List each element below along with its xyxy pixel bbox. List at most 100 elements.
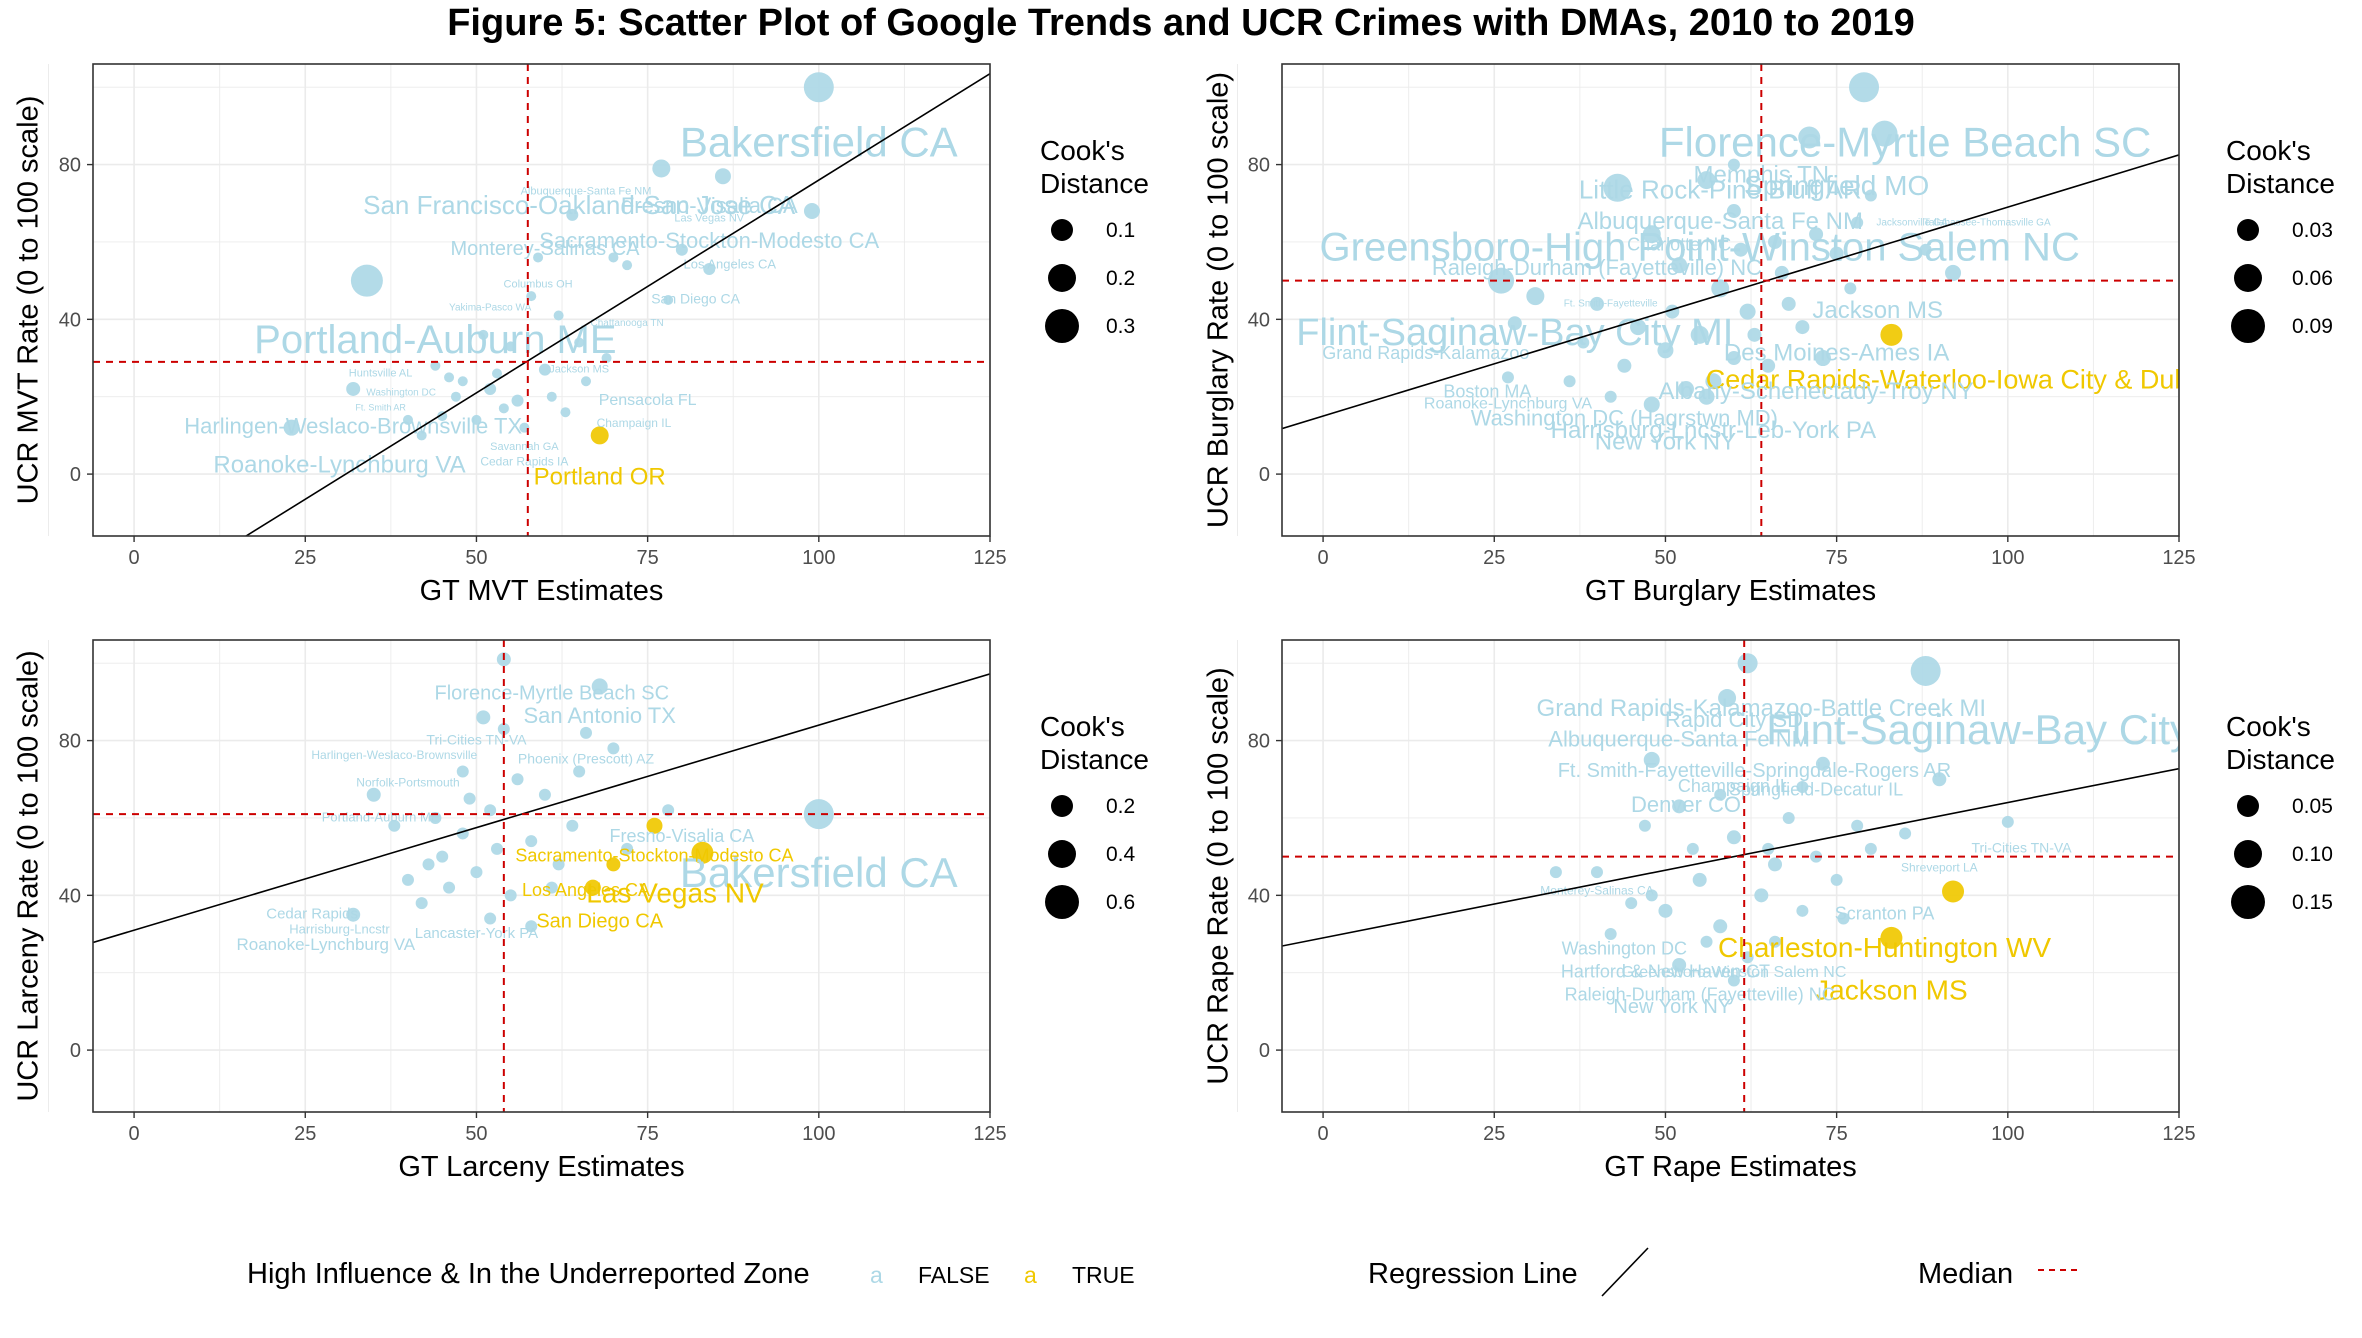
x-tick-label: 125	[973, 1123, 1006, 1145]
point-1	[1910, 655, 1941, 686]
figure-title: Figure 5: Scatter Plot of Google Trends …	[447, 2, 1915, 44]
point-24	[552, 858, 565, 871]
point-27	[1851, 819, 1864, 832]
point-31	[601, 353, 612, 364]
cooks-legend-label: 0.10	[2292, 843, 2333, 866]
point-label-2: Florence-Myrtle Beach SC	[435, 682, 670, 704]
point-6	[1815, 756, 1830, 771]
point-33	[1762, 842, 1775, 855]
point-label-16: Ft. Smith AR	[355, 403, 406, 413]
point-21	[1795, 320, 1810, 335]
point-14	[1671, 257, 1688, 274]
point-1	[803, 799, 834, 830]
panel-border	[92, 63, 991, 537]
point-26	[1837, 912, 1850, 925]
point-label-1: Bakersfield CA	[680, 118, 958, 165]
point-23	[538, 363, 551, 376]
point-label-18: Roanoke-Lynchburg VA	[213, 452, 465, 479]
point-31	[1643, 396, 1660, 413]
point-28	[484, 912, 497, 925]
point-2	[1871, 120, 1898, 147]
point-8	[1672, 799, 1687, 814]
y-tick-label: 40	[1248, 309, 1270, 331]
y-tick-label: 40	[59, 309, 81, 331]
y-axis-title: UCR Rape Rate (0 to 100 scale)	[1203, 667, 1235, 1084]
point-4	[1603, 173, 1632, 202]
point-15	[622, 260, 633, 271]
legend-influence-title: High Influence & In the Underreported Zo…	[247, 1258, 810, 1290]
x-axis-title: GT Burglary Estimates	[1585, 575, 1876, 607]
panel-border	[1281, 639, 2180, 1113]
point-28	[1899, 827, 1912, 840]
y-tick-label: 80	[1248, 155, 1270, 177]
y-tick-label: 0	[1259, 1040, 1270, 1062]
point-label-17: Lancaster-York PA	[415, 925, 538, 942]
point-19	[1657, 342, 1674, 359]
point-label-10: Sacramento-Stockton-Modesto CA	[515, 845, 793, 865]
point-8	[1526, 287, 1545, 306]
point-label-11: Monterey-Salinas CA	[1540, 884, 1653, 898]
cooks-legend-label: 0.05	[2292, 795, 2333, 818]
cooks-legend-label: 0.1	[1106, 219, 1135, 242]
y-tick-label: 0	[70, 1040, 81, 1062]
point-label-15: Washington DC	[1562, 938, 1687, 958]
point-19	[1700, 935, 1713, 948]
point-label-10: Jackson MS	[1812, 297, 1943, 324]
point-11	[703, 263, 716, 276]
cooks-legend-label: 0.09	[2292, 315, 2333, 338]
point-6	[580, 726, 593, 739]
point-label-7: Springfield-Decatur IL	[1729, 780, 1903, 800]
point-label-15: Harrisburg-Lncstr	[289, 922, 390, 937]
point-13	[608, 252, 619, 263]
point-label-2: Greensboro-High Point-Winston Salem NC	[1320, 225, 2080, 269]
point-30	[573, 765, 586, 778]
point-16	[1739, 303, 1756, 320]
point-label-14: Jackson MS	[1815, 974, 1968, 1005]
point-label-4: Little Rock-Pine Bluff AR	[1579, 175, 1862, 205]
point-1	[803, 72, 834, 103]
point-label-3: San Antonio TX	[523, 703, 676, 728]
point-label-10: Albuquerque-Santa Fe NM	[521, 186, 652, 198]
point-11	[1692, 872, 1707, 887]
point-25	[566, 819, 579, 832]
point-37	[560, 407, 571, 418]
point-35	[545, 881, 558, 894]
cooks-legend-label: 0.2	[1106, 267, 1135, 290]
cooks-legend-dot	[2237, 219, 2259, 241]
point-label-3: Flint-Saginaw-Bay City MI	[1296, 312, 1733, 354]
point-label-9: Tri-Cities TN-VA	[1971, 840, 2072, 856]
point-20	[437, 411, 448, 422]
panel-border	[1281, 63, 2180, 537]
point-label-10: Shreveport LA	[1901, 860, 1978, 874]
x-axis-title: GT MVT Estimates	[420, 575, 664, 607]
legend-true-key: a	[1024, 1262, 1037, 1288]
legend-true-label: TRUE	[1072, 1262, 1135, 1288]
cooks-legend-dot	[1051, 219, 1073, 241]
point-41	[1501, 371, 1514, 384]
point-13	[1829, 246, 1844, 261]
point-6	[1642, 225, 1661, 244]
point-label-9: Charlotte NC	[1627, 235, 1731, 255]
point-40	[1727, 158, 1740, 171]
point-label-13: Yakima-Pasco WA	[449, 302, 532, 313]
point-label-13: San Diego CA	[536, 911, 663, 933]
cooks-legend-dot	[1048, 264, 1076, 292]
point-label-8: Raleigh-Durham (Fayetteville) NC	[1432, 255, 1762, 280]
point-39	[1919, 243, 1932, 256]
point-20	[1630, 319, 1647, 336]
point-27	[1617, 358, 1632, 373]
bottom-legend: High Influence & In the Underreported Zo…	[0, 1240, 2362, 1310]
point-18	[1690, 325, 1709, 344]
gridlines	[48, 64, 991, 536]
x-tick-label: 125	[2162, 1123, 2195, 1145]
y-tick-label: 80	[59, 731, 81, 753]
legend-median-title: Median	[1918, 1258, 2014, 1290]
point-23	[1761, 358, 1776, 373]
point-6	[283, 419, 300, 436]
y-tick-label: 80	[59, 155, 81, 177]
point-3	[1798, 126, 1821, 149]
point-label-6: Monterey-Salinas CA	[450, 238, 640, 260]
point-18	[470, 866, 483, 879]
point-36	[1727, 974, 1740, 987]
point-14	[436, 850, 449, 863]
